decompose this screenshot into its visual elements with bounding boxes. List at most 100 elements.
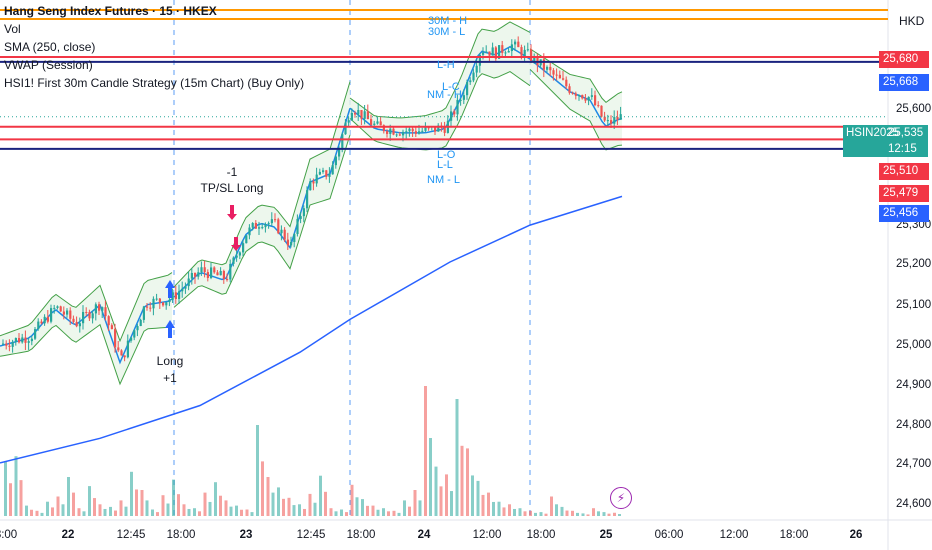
vwap-lower-band	[173, 134, 351, 308]
candle-body	[526, 49, 529, 51]
volume-bar	[298, 504, 301, 516]
candle-body	[123, 355, 126, 358]
volume-bar	[550, 496, 553, 516]
volume-bar	[82, 511, 86, 516]
vwap-band-fill	[350, 21, 530, 150]
candle-body	[235, 255, 238, 258]
currency-label[interactable]: HKD	[899, 14, 925, 28]
trade-label-tp-sl: TP/SL Long	[201, 181, 264, 195]
candle-body	[341, 134, 344, 148]
candle-body	[590, 95, 593, 97]
volume-bar	[145, 500, 149, 516]
candle-body	[485, 51, 488, 53]
candle-body	[27, 341, 30, 343]
time-tick-label: 12:00	[720, 529, 749, 541]
price-badge-blue-1: 25,668	[879, 74, 929, 91]
volume-bar	[166, 503, 170, 516]
price-tick-label: 24,800	[896, 419, 931, 431]
time-tick-label: 26	[850, 529, 863, 541]
candle-body	[50, 308, 53, 322]
time-tick-label: 12:45	[117, 529, 146, 541]
chart-title[interactable]: Hang Seng Index Futures · 15 · HKEX	[4, 4, 217, 18]
lightning-icon[interactable]: ⚡	[610, 487, 632, 509]
candle-body	[328, 174, 331, 177]
candle-body	[411, 128, 414, 132]
candle-body	[46, 316, 49, 322]
candle-body	[181, 288, 184, 292]
time-tick-label: 22	[62, 529, 75, 541]
candle-body	[226, 279, 229, 281]
candle-body	[597, 105, 600, 107]
candle-body	[126, 340, 129, 358]
candle-body	[133, 330, 136, 338]
candle-body	[280, 229, 283, 234]
candle-body	[248, 227, 251, 236]
candle-body	[427, 127, 430, 129]
volume-bar	[523, 511, 527, 516]
candle-body	[187, 278, 190, 287]
candle-body	[456, 99, 459, 115]
candle-body	[264, 224, 267, 228]
indicator-sma[interactable]: SMA (250, close)	[4, 40, 96, 54]
volume-bar	[460, 445, 464, 516]
volume-bar	[303, 508, 306, 516]
volume-bar	[4, 461, 7, 516]
candle-body	[117, 347, 120, 351]
candle-body	[510, 44, 513, 52]
trade-label-exit-qty: -1	[227, 165, 238, 179]
vwap-upper-band	[0, 272, 173, 343]
price-tick-label: 25,600	[896, 103, 931, 115]
candle-body	[178, 291, 181, 299]
volume-bar	[529, 510, 532, 516]
candle-body	[82, 311, 85, 324]
time-tick-label: 18:00	[780, 529, 809, 541]
indicator-volume[interactable]: Vol	[4, 22, 21, 36]
candle-body	[574, 93, 577, 96]
candle-body	[184, 286, 187, 289]
volume-bar	[429, 438, 432, 516]
candle-body	[162, 302, 165, 306]
volume-bar	[256, 425, 259, 516]
volume-bar	[471, 475, 474, 516]
indicator-vwap[interactable]: VWAP (Session)	[4, 58, 93, 72]
candle-body	[344, 122, 347, 135]
indicator-strategy[interactable]: HSI1! First 30m Candle Strategy (15m Cha…	[4, 76, 305, 90]
volume-bar	[576, 512, 579, 516]
candle-body	[210, 267, 213, 278]
candle-body	[530, 49, 533, 61]
candle-body	[11, 341, 14, 347]
volume-bar	[182, 504, 186, 516]
candle-body	[94, 304, 97, 314]
candle-body	[34, 329, 37, 339]
candle-body	[139, 319, 142, 327]
volume-bar	[119, 500, 123, 516]
candle-body	[600, 105, 603, 117]
candle-body	[453, 111, 456, 115]
price-tick-label: 25,300	[896, 219, 931, 231]
time-tick-label: 12:45	[297, 529, 326, 541]
volume-bar	[592, 508, 595, 516]
volume-bar	[408, 506, 411, 516]
candle-body	[114, 329, 117, 348]
level-label: L-O	[437, 149, 456, 161]
volume-bar	[245, 509, 249, 516]
volume-bar	[439, 486, 443, 516]
candle-body	[395, 134, 398, 136]
volume-bar	[292, 505, 296, 516]
candle-body	[491, 47, 494, 56]
time-tick-label: 24	[418, 529, 431, 541]
candle-body	[578, 95, 581, 97]
time-tick-label: 23	[240, 529, 253, 541]
candle-body	[318, 171, 321, 175]
candle-body	[254, 222, 257, 229]
volume-bar	[140, 490, 144, 516]
volume-bar	[366, 505, 369, 516]
volume-bar	[266, 477, 270, 516]
symbol-name: HSIN2025	[846, 127, 900, 139]
candle-body	[360, 110, 363, 119]
candle-body	[245, 235, 248, 244]
volume-bar	[329, 508, 333, 516]
volume-bar	[198, 511, 201, 516]
candle-body	[75, 321, 78, 327]
